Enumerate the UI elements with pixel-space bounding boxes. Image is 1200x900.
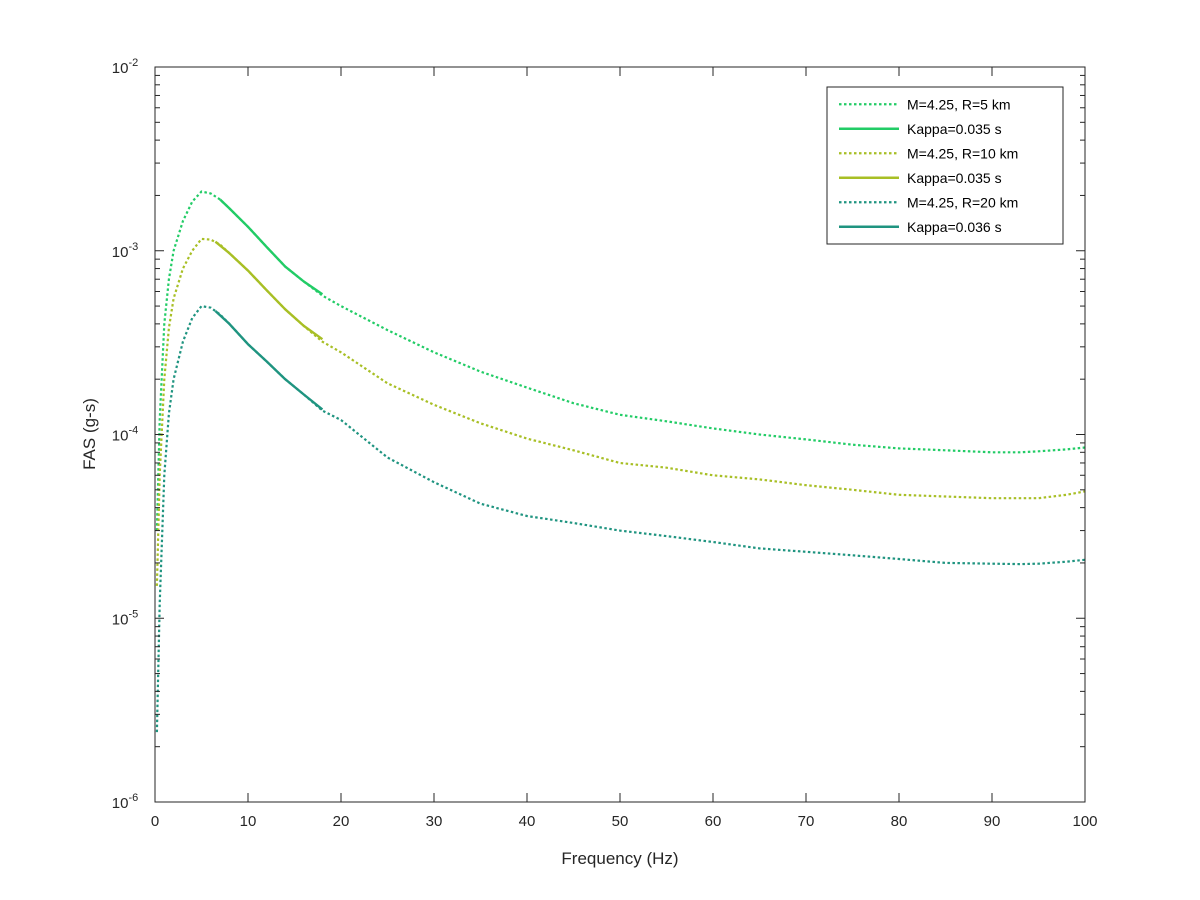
legend-label-0: M=4.25, R=5 km	[907, 96, 1011, 112]
x-tick-label: 40	[519, 813, 536, 830]
x-tick-label: 50	[612, 813, 629, 830]
legend-label-2: M=4.25, R=10 km	[907, 145, 1018, 161]
y-axis-label: FAS (g-s)	[80, 398, 99, 470]
series-line-0	[155, 190, 1086, 531]
x-tick-label: 70	[798, 813, 815, 830]
y-tick-label: 10-4	[112, 425, 138, 445]
x-tick-label: 30	[426, 813, 443, 830]
x-tick-label: 20	[333, 813, 350, 830]
y-tick-label: 10-3	[112, 241, 138, 261]
y-tick-label: 10-5	[112, 608, 138, 628]
series-line-5	[214, 310, 324, 411]
series-line-2	[155, 237, 1086, 586]
legend: M=4.25, R=5 km Kappa=0.035 s M=4.25, R=10 …	[826, 86, 1064, 245]
series-layer	[155, 190, 1086, 733]
legend-label-4: M=4.25, R=20 km	[907, 194, 1018, 210]
x-tick-label: 10	[240, 813, 257, 830]
x-tick-label: 100	[1072, 813, 1097, 830]
y-tick-label: 10-6	[112, 792, 138, 812]
series-line-1	[219, 198, 324, 296]
x-tick-label: 0	[151, 813, 159, 830]
x-tick-label: 60	[705, 813, 722, 830]
series-line-3	[214, 240, 324, 341]
x-axis-label: Frequency (Hz)	[561, 849, 678, 868]
ticks-layer: 0 10 20 30 40 50 60 70 80 90 100 10-6 10-5 10-4 10-3 10…	[112, 57, 1098, 830]
x-tick-label: 80	[891, 813, 908, 830]
legend-label-3: Kappa=0.035 s	[907, 170, 1002, 186]
legend-label-1: Kappa=0.035 s	[907, 121, 1002, 137]
x-tick-label: 90	[984, 813, 1001, 830]
series-line-4	[155, 305, 1086, 733]
legend-box	[826, 86, 1064, 245]
legend-label-5: Kappa=0.036 s	[907, 219, 1002, 235]
y-tick-label: 10-2	[112, 57, 138, 77]
